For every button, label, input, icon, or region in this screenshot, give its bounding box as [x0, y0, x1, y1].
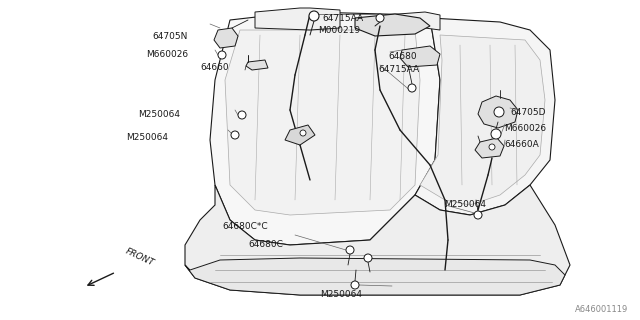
Circle shape: [364, 254, 372, 262]
Text: M660026: M660026: [504, 124, 546, 133]
Text: 64715AA: 64715AA: [378, 65, 419, 74]
Polygon shape: [415, 18, 555, 215]
Polygon shape: [214, 28, 238, 48]
Text: 64705D: 64705D: [510, 108, 545, 117]
Text: 64705N: 64705N: [152, 32, 188, 41]
Text: 64660A: 64660A: [504, 140, 539, 149]
Polygon shape: [185, 258, 565, 295]
Text: 64680: 64680: [388, 52, 417, 61]
Text: 64680C: 64680C: [248, 240, 283, 249]
Circle shape: [489, 144, 495, 150]
Text: M250064: M250064: [126, 133, 168, 142]
Text: 64715AA: 64715AA: [322, 14, 363, 23]
Text: M250064: M250064: [138, 110, 180, 119]
Circle shape: [346, 246, 354, 254]
Circle shape: [218, 51, 226, 59]
Polygon shape: [478, 96, 518, 128]
Polygon shape: [475, 138, 504, 158]
Circle shape: [494, 107, 504, 117]
Text: 64680C*C: 64680C*C: [222, 222, 268, 231]
Text: M000219: M000219: [318, 26, 360, 35]
Polygon shape: [400, 46, 440, 67]
Circle shape: [376, 14, 384, 22]
Polygon shape: [285, 125, 315, 145]
Text: A646001119: A646001119: [575, 305, 628, 314]
Circle shape: [408, 84, 416, 92]
Circle shape: [351, 281, 359, 289]
Polygon shape: [185, 185, 570, 295]
Text: 64660: 64660: [200, 63, 228, 72]
Polygon shape: [420, 35, 545, 205]
Circle shape: [231, 131, 239, 139]
Text: M660026: M660026: [146, 50, 188, 59]
Polygon shape: [210, 12, 440, 245]
Circle shape: [300, 130, 306, 136]
Circle shape: [238, 111, 246, 119]
Polygon shape: [255, 8, 340, 30]
Text: M250064: M250064: [320, 290, 362, 299]
Polygon shape: [355, 14, 430, 36]
Circle shape: [309, 11, 319, 21]
Text: M250064: M250064: [444, 200, 486, 209]
Circle shape: [491, 129, 501, 139]
Text: FRONT: FRONT: [124, 247, 156, 268]
Circle shape: [474, 211, 482, 219]
Polygon shape: [225, 30, 420, 215]
Polygon shape: [246, 60, 268, 70]
Polygon shape: [385, 12, 440, 30]
